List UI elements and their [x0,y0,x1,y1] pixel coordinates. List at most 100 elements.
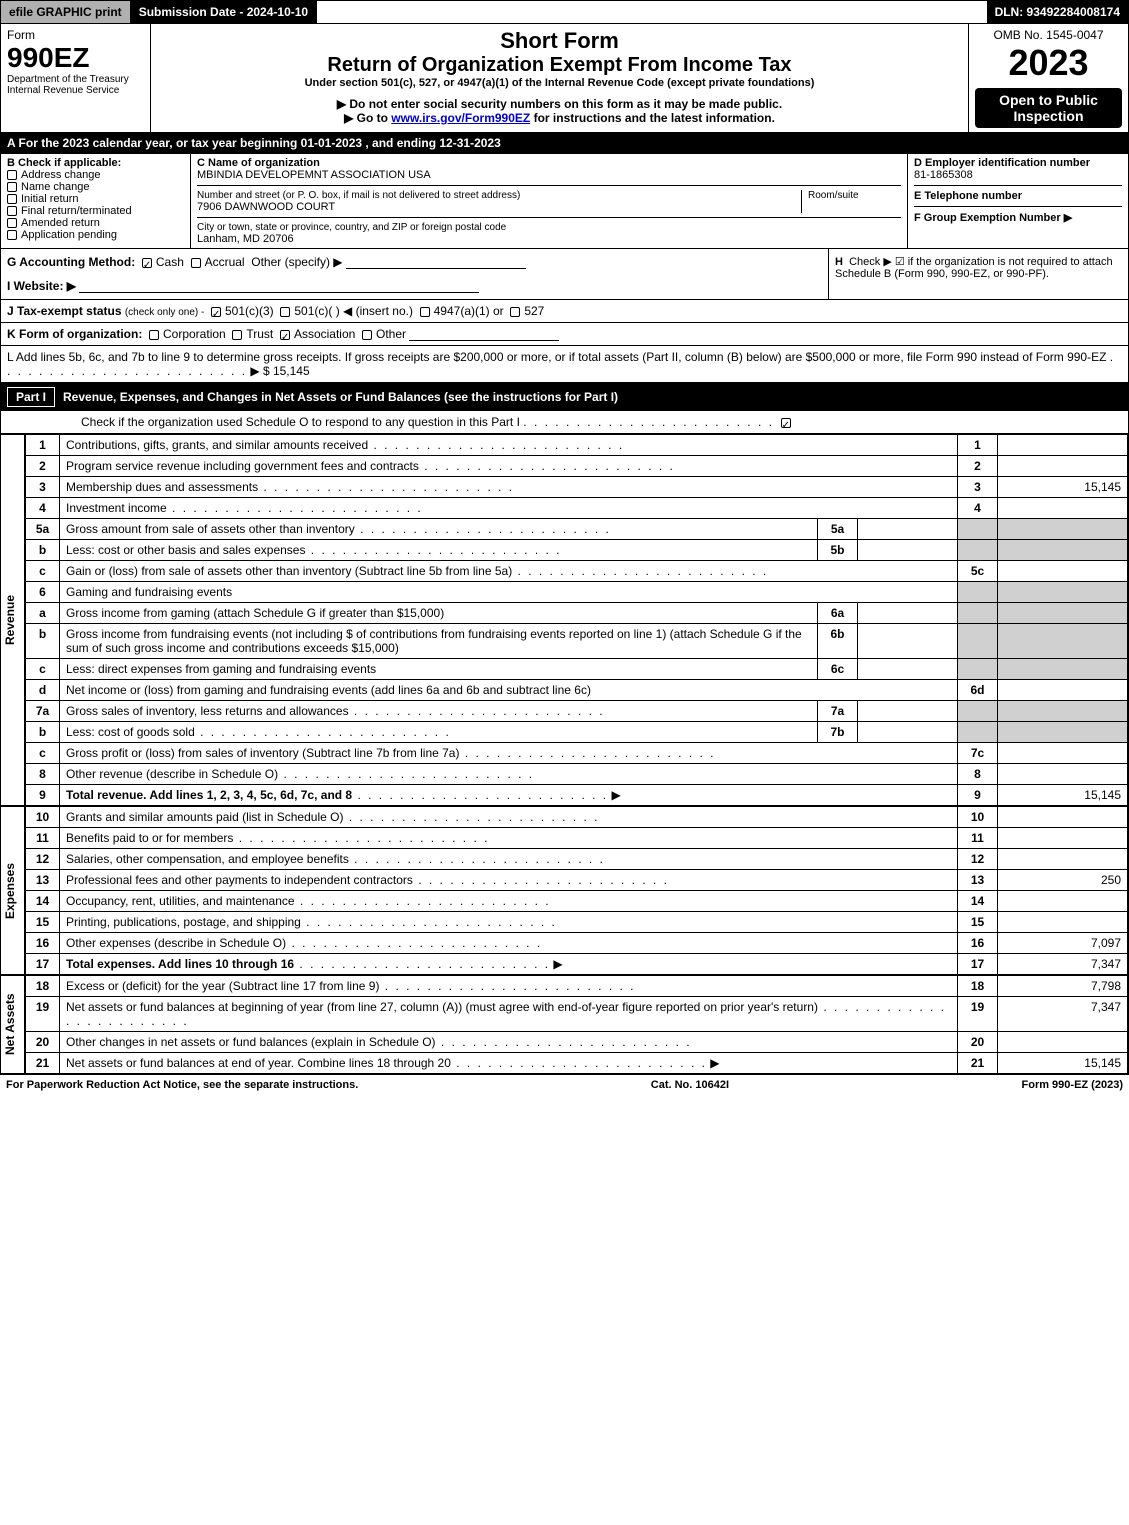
dots-icon [349,704,605,718]
chk-cash[interactable] [142,258,152,268]
website-input-line[interactable] [79,279,479,293]
ln-11-box: 11 [958,828,998,849]
form-header: Form 990EZ Department of the Treasury In… [1,24,1128,133]
ln-7b-shade-amt [998,722,1128,743]
ln-5c-amt [998,561,1128,582]
ln-6d-desc: Net income or (loss) from gaming and fun… [66,683,591,697]
ln-18-box: 18 [958,976,998,997]
chk-initial-return[interactable] [7,194,17,204]
chk-501c[interactable] [280,307,290,317]
ln-11-desc: Benefits paid to or for members [66,831,233,845]
ln-13-box: 13 [958,870,998,891]
chk-amended-return[interactable] [7,218,17,228]
g-other-line[interactable] [346,255,526,269]
ln-19-box: 19 [958,997,998,1032]
k-other-line[interactable] [409,327,559,341]
dept-label: Department of the Treasury [7,74,144,85]
ln-14-desc: Occupancy, rent, utilities, and maintena… [66,894,295,908]
dots-icon [436,1035,692,1049]
chk-accrual[interactable] [191,258,201,268]
chk-527[interactable] [510,307,520,317]
form-frame: Form 990EZ Department of the Treasury In… [0,24,1129,1075]
ein-value: 81-1865308 [914,169,1122,181]
chk-name-change[interactable] [7,182,17,192]
netassets-table: 18 Excess or (deficit) for the year (Sub… [25,975,1128,1074]
ln-3-desc: Membership dues and assessments [66,480,258,494]
ln-16-num: 16 [26,933,60,954]
title-return: Return of Organization Exempt From Incom… [157,54,962,77]
ln-7c-desc: Gross profit or (loss) from sales of inv… [66,746,459,760]
street-value: 7906 DAWNWOOD COURT [197,201,801,213]
line-15: 15 Printing, publications, postage, and … [26,912,1128,933]
ln-7c-num: c [26,743,60,764]
ln-6c-shade [958,659,998,680]
instructions-link-line: ▶ Go to www.irs.gov/Form990EZ for instru… [157,111,962,125]
ln-17-desc: Total expenses. Add lines 10 through 16 [66,957,294,971]
chk-schedule-o[interactable] [781,418,791,428]
part-i-title: Revenue, Expenses, and Changes in Net As… [63,390,1122,404]
expenses-section: Expenses 10 Grants and similar amounts p… [1,806,1128,975]
chk-other-org[interactable] [362,330,372,340]
line-14: 14 Occupancy, rent, utilities, and maint… [26,891,1128,912]
ln-21-num: 21 [26,1053,60,1074]
ln-7a-desc: Gross sales of inventory, less returns a… [66,704,349,718]
ln-5b-shade-amt [998,540,1128,561]
dots-icon [278,767,534,781]
irs-link[interactable]: www.irs.gov/Form990EZ [391,111,530,125]
dots-icon [355,522,611,536]
org-name: MBINDIA DEVELOPEMNT ASSOCIATION USA [197,169,901,181]
ln-19-amt: 7,347 [998,997,1128,1032]
ln-7a-shade-amt [998,701,1128,722]
ln-2-desc: Program service revenue including govern… [66,459,419,473]
c-label: C Name of organization [197,157,901,169]
j-o1: 501(c)(3) [225,304,274,318]
ln-1-box: 1 [958,435,998,456]
ln-16-amt: 7,097 [998,933,1128,954]
section-j: J Tax-exempt status (check only one) - 5… [1,300,1128,323]
ln-7a-sub: 7a [818,701,858,722]
form-number: 990EZ [7,42,144,74]
g-accrual: Accrual [205,255,245,269]
ln-5a-sub: 5a [818,519,858,540]
ln-12-amt [998,849,1128,870]
section-a-calendar-year: A For the 2023 calendar year, or tax yea… [1,133,1128,154]
b-opt-4: Amended return [21,217,100,229]
k-o3: Association [294,327,355,341]
j-suffix: (check only one) - [125,307,204,318]
ln-6b-shade-amt [998,624,1128,659]
chk-501c3[interactable] [211,307,221,317]
chk-trust[interactable] [232,330,242,340]
chk-corp[interactable] [149,330,159,340]
l-amount: $ 15,145 [263,364,310,378]
g-other: Other (specify) ▶ [251,255,342,269]
ln-7a-shade [958,701,998,722]
chk-assoc[interactable] [280,330,290,340]
k-o1: Corporation [163,327,226,341]
chk-address-change[interactable] [7,170,17,180]
ln-6b-sub: 6b [818,624,858,659]
bcd-row: B Check if applicable: Address change Na… [1,154,1128,249]
k-o2: Trust [246,327,273,341]
ln-4-amt [998,498,1128,519]
chk-final-return[interactable] [7,206,17,216]
ln-5a-shade-amt [998,519,1128,540]
ln-1-num: 1 [26,435,60,456]
ln-6a-num: a [26,603,60,624]
line-5a: 5a Gross amount from sale of assets othe… [26,519,1128,540]
ln-6-shade [958,582,998,603]
j-o3: 4947(a)(1) or [434,304,504,318]
h-text: Check ▶ ☑ if the organization is not req… [835,256,1113,280]
b-opt-1: Name change [21,181,90,193]
ln-18-amt: 7,798 [998,976,1128,997]
ln-6a-shade-amt [998,603,1128,624]
line-6: 6 Gaming and fundraising events [26,582,1128,603]
ln-11-num: 11 [26,828,60,849]
ln-12-desc: Salaries, other compensation, and employ… [66,852,349,866]
footer-left: For Paperwork Reduction Act Notice, see … [6,1079,358,1091]
efile-print-button[interactable]: efile GRAPHIC print [1,1,131,23]
chk-4947[interactable] [420,307,430,317]
part-i-check-dots [523,415,774,429]
ln-13-num: 13 [26,870,60,891]
city-label: City or town, state or province, country… [197,222,901,233]
chk-application-pending[interactable] [7,230,17,240]
